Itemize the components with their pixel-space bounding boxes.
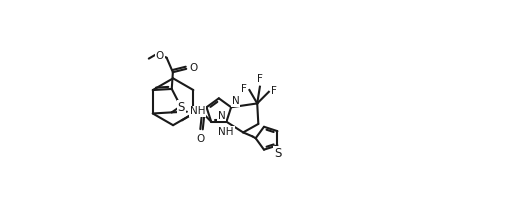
Text: S: S: [274, 147, 281, 160]
Text: O: O: [156, 51, 164, 61]
Text: O: O: [189, 63, 197, 73]
Text: F: F: [241, 84, 247, 94]
Text: S: S: [178, 101, 185, 114]
Text: O: O: [196, 134, 204, 144]
Text: NH: NH: [190, 106, 205, 116]
Text: F: F: [271, 86, 277, 96]
Text: N: N: [217, 111, 225, 121]
Text: N: N: [232, 96, 240, 106]
Text: NH: NH: [218, 127, 234, 137]
Text: F: F: [258, 74, 263, 84]
